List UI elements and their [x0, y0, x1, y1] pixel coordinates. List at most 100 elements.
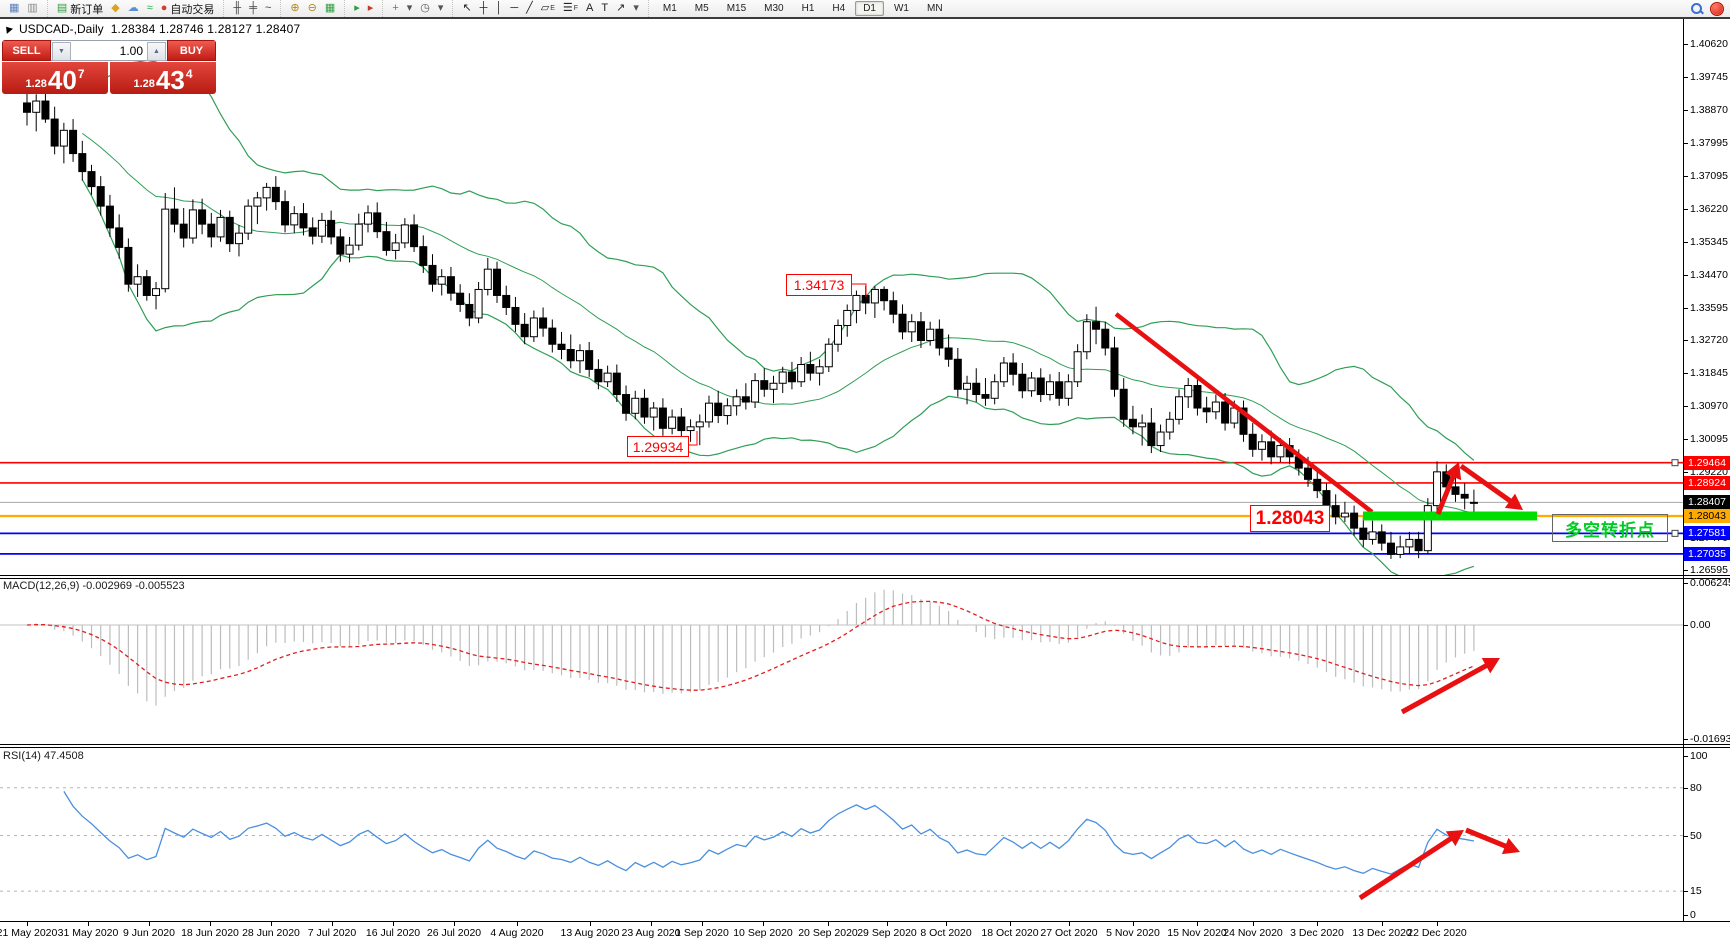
fibonacci-icon: ☰ [562, 2, 573, 14]
autotrading-icon-label: 自动交易 [170, 3, 215, 16]
sell-price-display[interactable]: 1.28 40 7 [2, 62, 108, 94]
bull-candle [926, 328, 935, 341]
periods-icon[interactable]: ◷ [416, 1, 434, 16]
zoom-out-icon[interactable]: ⊖ [304, 1, 321, 16]
trend-arrow[interactable] [1358, 833, 1458, 901]
volume-stepper[interactable]: ▼ ▲ [51, 40, 167, 61]
volume-decrease-button[interactable]: ▼ [52, 42, 71, 61]
macd-pane[interactable] [0, 578, 1683, 744]
channel-icon[interactable]: ▱ E [537, 1, 559, 16]
timeframe-mn[interactable]: MN [926, 3, 943, 14]
pane-separator[interactable] [0, 575, 1730, 579]
periods-dropdown-icon: ▾ [437, 2, 444, 14]
pane-separator[interactable] [0, 744, 1730, 748]
timeframe-m30[interactable]: M30 [764, 3, 784, 14]
toolbar-group: ▸ ▸ [344, 0, 382, 17]
text-icon[interactable]: A [582, 1, 597, 16]
trend-arrow[interactable] [1435, 469, 1458, 515]
arrows-dropdown-icon[interactable]: ▾ [629, 1, 643, 16]
bull-candle [631, 397, 640, 414]
trend-arrow[interactable] [1400, 660, 1493, 715]
price-tick-label: 1.40620 [1684, 38, 1728, 50]
search-icon[interactable] [1691, 2, 1704, 15]
bull-candle [345, 244, 354, 255]
community-icon[interactable] [1710, 1, 1724, 16]
periods-dropdown-icon[interactable]: ▾ [434, 1, 448, 16]
sound-alert-icon[interactable]: ◆ [107, 1, 123, 16]
candlestick-chart-icon[interactable]: ╪ [245, 1, 261, 16]
price-tick-label: 1.34470 [1684, 268, 1728, 281]
bull-candle [188, 209, 197, 239]
date-tick [393, 922, 394, 926]
date-tick [88, 922, 89, 926]
text-label-icon[interactable]: T [597, 1, 612, 16]
downtrend-line[interactable] [1114, 312, 1374, 514]
bull-candle [59, 129, 68, 147]
line-chart-icon[interactable]: ~ [261, 1, 275, 16]
timeframe-d1[interactable]: D1 [855, 1, 884, 16]
zoom-in-icon[interactable]: ⊕ [286, 1, 303, 16]
price-chart[interactable] [0, 19, 1683, 575]
indicators-icon[interactable]: + [388, 1, 402, 16]
bear-candle [23, 102, 31, 113]
timeframe-w1[interactable]: W1 [893, 3, 909, 14]
bear-candle [1350, 512, 1359, 529]
virtual-hosting-icon[interactable]: ☁ [124, 1, 143, 16]
autotrading-icon[interactable]: ● 自动交易 [157, 1, 219, 16]
line-selection-handle[interactable] [1671, 459, 1679, 467]
date-tick [1317, 922, 1318, 926]
chart-shift-icon[interactable]: ▸ [364, 1, 378, 16]
date-label: 15 Nov 2020 [1167, 927, 1227, 939]
crosshair-icon: ┼ [479, 2, 488, 14]
profile-icon[interactable]: ▥ [23, 1, 41, 16]
new-order-icon[interactable]: ▤ 新订单 [53, 1, 107, 16]
turning-point-annotation[interactable]: 多空转折点 [1552, 514, 1668, 542]
new-chart-icon[interactable]: ▦ [5, 1, 23, 16]
price-callout-high[interactable]: 1.34173 [786, 274, 852, 296]
time-scale[interactable]: 21 May 2020 31 May 2020 9 Jun 2020 18 Jun 2… [0, 921, 1730, 942]
date-label: 22 Dec 2020 [1407, 927, 1467, 939]
fibonacci-icon[interactable]: ☰ F [559, 1, 582, 16]
arrows-tool-icon[interactable]: ↗ [612, 1, 629, 16]
rsi-pane[interactable] [0, 747, 1683, 921]
timeframe-m1[interactable]: M1 [662, 3, 677, 14]
horizontal-line-icon[interactable]: ─ [506, 1, 522, 16]
line-selection-handle[interactable] [1671, 529, 1679, 537]
bull-candle [834, 324, 843, 345]
buy-price-display[interactable]: 1.28 43 4 [110, 62, 216, 94]
news-signal-icon[interactable]: ≈ [143, 1, 157, 16]
price-tick-label: 1.39745 [1684, 70, 1728, 83]
vertical-line-icon[interactable]: │ [491, 1, 506, 16]
timeframe-m15[interactable]: M15 [726, 3, 747, 14]
volume-input[interactable] [51, 41, 167, 60]
crosshair-icon[interactable]: ┼ [476, 1, 492, 16]
bear-candle [1322, 490, 1331, 507]
auto-scroll-icon[interactable]: ▸ [350, 1, 364, 16]
volume-increase-button[interactable]: ▲ [147, 42, 166, 61]
price-tick-label: 1.37995 [1684, 136, 1728, 149]
buy-button[interactable]: BUY [167, 40, 216, 61]
bear-candle [1009, 362, 1018, 375]
bull-candle [1340, 512, 1349, 518]
bear-candle [1018, 373, 1027, 392]
horizontal-line-icon: ─ [510, 2, 519, 14]
price-line-badge: 1.29464 [1684, 455, 1730, 470]
timeframe-h1[interactable]: H1 [801, 3, 815, 14]
timeframe-h4[interactable]: H4 [832, 3, 846, 14]
bar-chart-icon[interactable]: ╫ [229, 1, 245, 16]
trendline-icon[interactable]: ╱ [522, 1, 537, 16]
price-line-badge: 1.27581 [1684, 526, 1730, 541]
trend-arrow[interactable] [1459, 463, 1517, 507]
bear-candle [1036, 377, 1045, 396]
timeframe-m5[interactable]: M5 [694, 3, 709, 14]
tile-windows-icon[interactable]: ▦ [321, 1, 339, 16]
sell-button[interactable]: SELL [2, 40, 51, 61]
cursor-icon[interactable]: ↖ [458, 1, 475, 16]
indicators-dropdown-icon[interactable]: ▾ [403, 1, 417, 16]
chart-title: USDCAD-,Daily 1.28384 1.28746 1.28127 1.… [3, 22, 300, 36]
virtual-hosting-icon: ☁ [127, 2, 139, 14]
bear-candle [1248, 433, 1257, 450]
price-callout-support[interactable]: 1.28043 [1250, 505, 1330, 532]
trend-arrow[interactable] [1465, 827, 1513, 851]
price-callout-low[interactable]: 1.29934 [627, 436, 689, 457]
